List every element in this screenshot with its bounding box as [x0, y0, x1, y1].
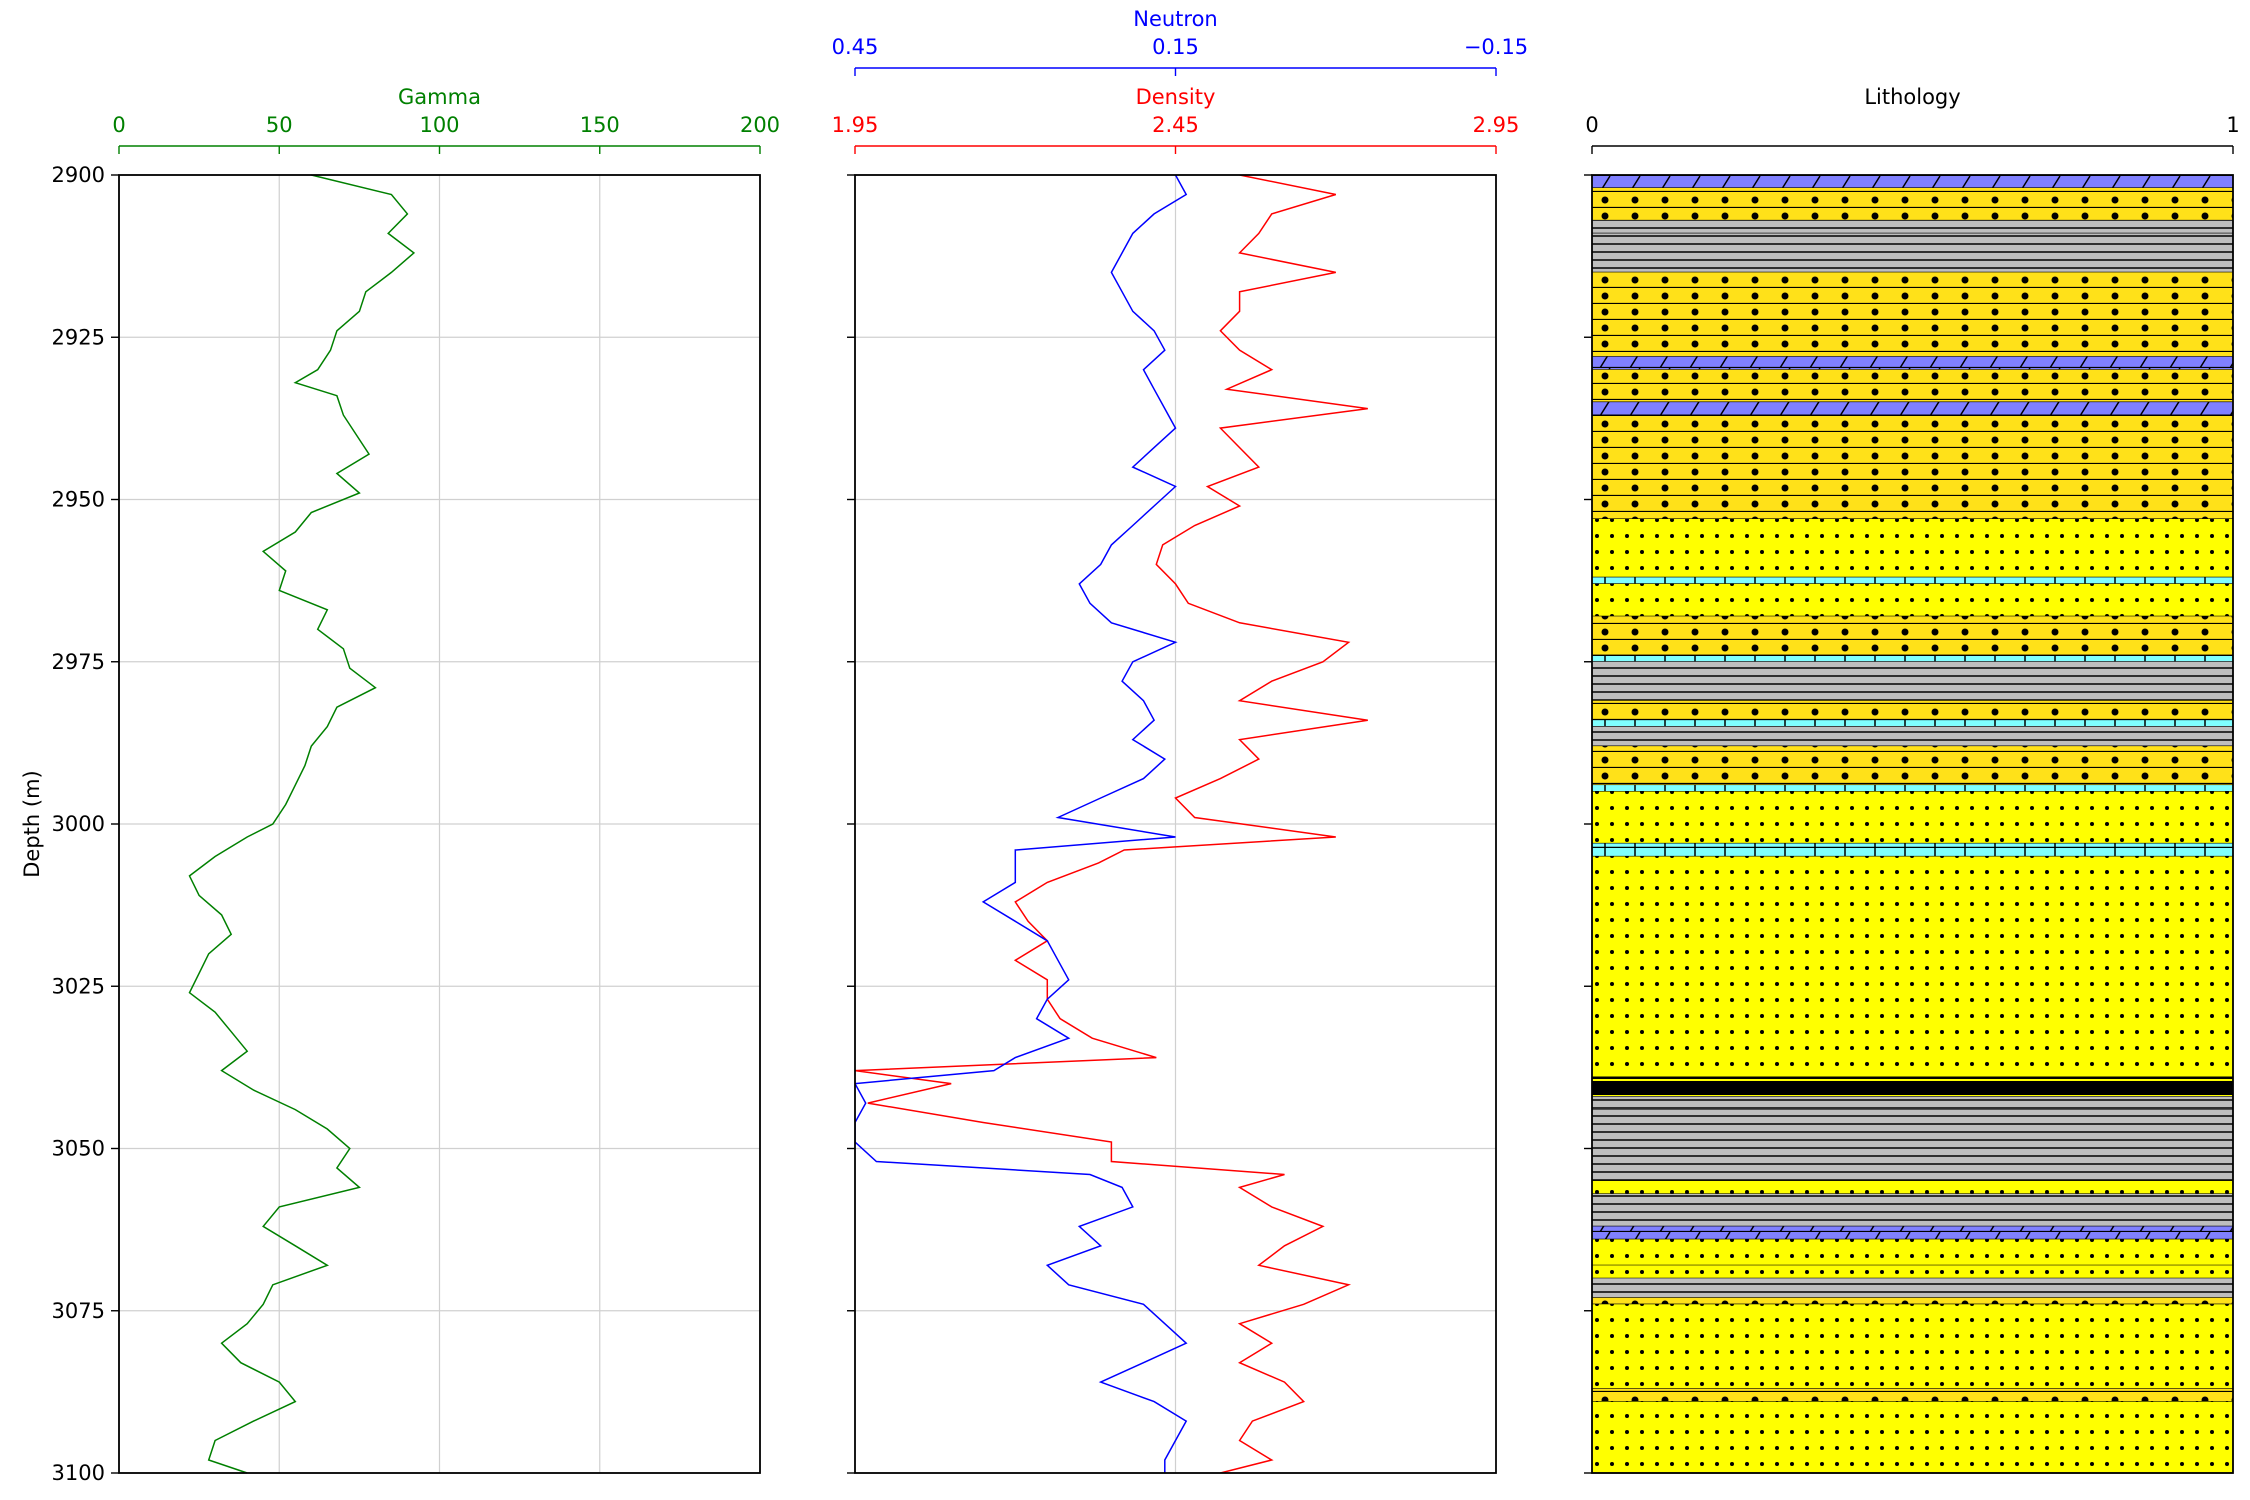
lithology-interval-limestone: [1592, 655, 2233, 662]
depth-tick-label: 3075: [52, 1299, 105, 1323]
lithology-interval-dolomite: [1592, 175, 2233, 188]
lithology-interval-sandstone: [1592, 856, 2233, 1078]
neutron-axis-label: Neutron: [1133, 7, 1218, 31]
density-curve: [855, 175, 1368, 1473]
depth-tick-label: 2950: [52, 488, 105, 512]
gamma-tick-label: 100: [419, 113, 459, 137]
gamma-tick-label: 50: [266, 113, 293, 137]
lithology-interval-dolomite: [1592, 1226, 2233, 1240]
depth-tick-label: 2975: [52, 650, 105, 674]
depth-tick-label: 3025: [52, 974, 105, 998]
lithology-interval-cemented-sandstone: [1592, 415, 2233, 519]
lithology-interval-sandstone: [1592, 1304, 2233, 1389]
gamma-curve: [188, 174, 416, 1474]
depth-tick-label: 3050: [52, 1137, 105, 1161]
lithology-interval-shale: [1592, 726, 2233, 747]
depth-tick-label: 2925: [52, 325, 105, 349]
lithology-tick-label: 1: [2226, 113, 2239, 137]
lithology-interval-limestone: [1592, 785, 2233, 792]
lithology-interval-sandstone: [1592, 1180, 2233, 1194]
panel-1-frame: [111, 174, 761, 1474]
lithology-interval-coal: [1592, 1077, 2233, 1097]
panel-2-border: [854, 174, 1497, 1474]
lithology-interval-sandstone: [1592, 1239, 2233, 1266]
density-axis-label: Density: [1136, 85, 1216, 109]
lithology-column: [1592, 175, 2233, 1474]
lithology-interval-cemented-sandstone: [1592, 1297, 2233, 1305]
lithology-interval-limestone: [1592, 720, 2233, 727]
gamma-tick-label: 150: [580, 113, 620, 137]
lithology-interval-sandstone: [1592, 583, 2233, 617]
lithology-interval-cemented-sandstone: [1592, 369, 2233, 403]
gamma-tick-label: 200: [740, 113, 780, 137]
lithology-interval-shale: [1592, 661, 2233, 701]
neutron-tick-label: −0.15: [1464, 35, 1528, 59]
density-neutron-curves: [855, 175, 1368, 1473]
panel-2-frame: [847, 174, 1496, 1474]
lithology-interval-shale: [1592, 1096, 2233, 1110]
panel-3-border: [1591, 174, 2234, 1474]
lithology-interval-cemented-sandstone: [1592, 187, 2233, 221]
lithology-interval-cemented-sandstone: [1592, 700, 2233, 721]
density-tick-label: 2.45: [1152, 113, 1199, 137]
lithology-interval-cemented-sandstone: [1592, 746, 2233, 786]
depth-tick-label: 3100: [52, 1461, 105, 1485]
neutron-tick-label: 0.15: [1152, 35, 1199, 59]
depth-tick-label: 3000: [52, 812, 105, 836]
gamma-axis-label: Gamma: [398, 85, 481, 109]
lithology-interval-dolomite: [1592, 356, 2233, 370]
density-tick-label: 2.95: [1473, 113, 1520, 137]
gamma-tick-label: 0: [112, 113, 125, 137]
lithology-interval-cemented-sandstone: [1592, 616, 2233, 656]
neutron-tick-label: 0.45: [832, 35, 879, 59]
lithology-interval-dolomite: [1592, 402, 2233, 416]
lithology-interval-shale: [1592, 1109, 2233, 1181]
density-tick-label: 1.95: [832, 113, 879, 137]
lithology-interval-shale: [1592, 1278, 2233, 1298]
lithology-interval-shale: [1592, 1193, 2233, 1227]
lithology-interval-sandstone: [1592, 1265, 2233, 1279]
lithology-interval-limestone: [1592, 843, 2233, 857]
lithology-interval-sandstone: [1592, 1401, 2233, 1473]
lithology-tick-label: 0: [1585, 113, 1598, 137]
lithology-interval-cemented-sandstone: [1592, 272, 2233, 357]
lithology-interval-sandstone: [1592, 518, 2233, 578]
lithology-interval-limestone: [1592, 577, 2233, 584]
lithology-axis-label: Lithology: [1864, 85, 1960, 109]
lithology-interval-cemented-sandstone: [1592, 1388, 2233, 1402]
lithology-interval-shale: [1592, 233, 2233, 273]
depth-axis-label: Depth (m): [20, 770, 44, 877]
panel-3-frame: [1584, 174, 1592, 1474]
lithology-interval-shale: [1592, 220, 2233, 234]
lithology-interval-sandstone: [1592, 791, 2233, 844]
depth-tick-label: 2900: [52, 163, 105, 187]
neutron-curve: [855, 175, 1188, 1473]
panel-1-border: [118, 174, 761, 1474]
